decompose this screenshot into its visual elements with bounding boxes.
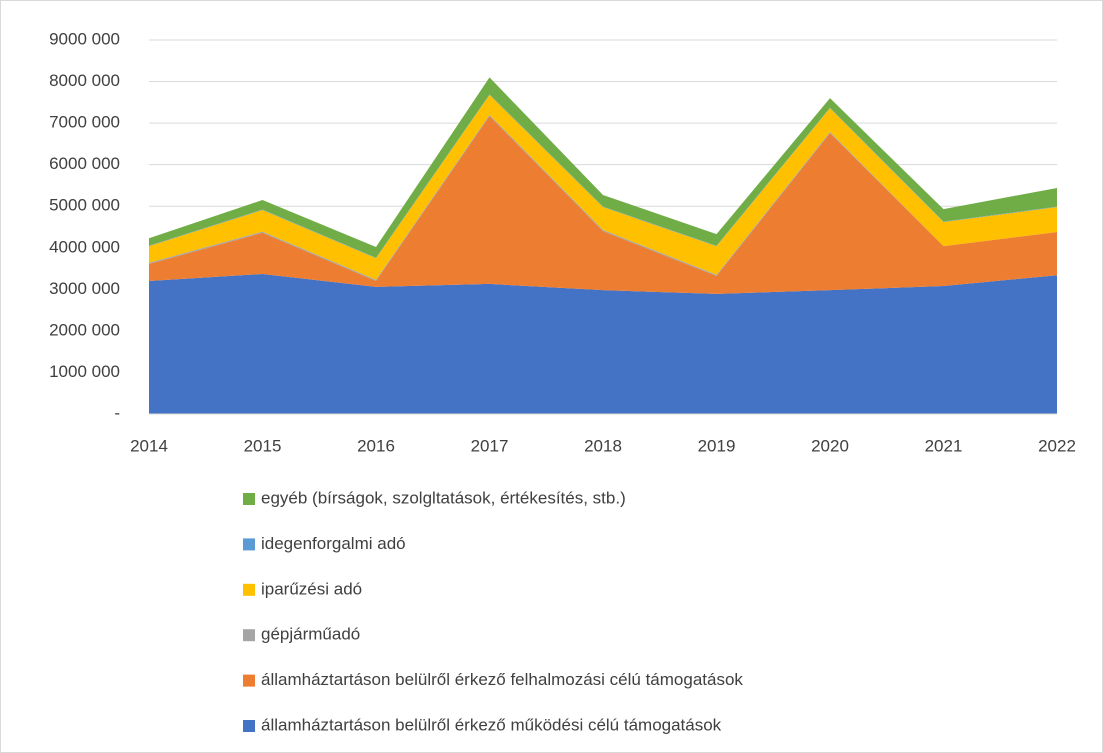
legend-swatch: [243, 629, 255, 642]
x-tick-label: 2020: [811, 436, 849, 455]
legend-swatch: [243, 674, 255, 687]
x-tick-label: 2014: [130, 436, 168, 455]
legend-swatch: [243, 538, 255, 551]
area: [149, 116, 1057, 294]
legend-swatch: [243, 493, 255, 505]
x-tick-label: 2018: [584, 436, 622, 455]
x-tick-label: 2017: [471, 436, 509, 455]
x-tick-label: 2022: [1038, 436, 1076, 455]
area: [149, 273, 1057, 414]
y-tick-label: 2000 000: [49, 320, 120, 339]
x-tick-label: 2019: [698, 436, 736, 455]
y-tick-label: 6000 000: [49, 154, 120, 173]
y-tick-label: 4000 000: [49, 237, 120, 256]
legend-label: idegenforgalmi adó: [261, 534, 406, 553]
legend-swatch: [243, 583, 255, 596]
legend-swatch: [243, 720, 255, 732]
legend-label: gépjárműadó: [261, 625, 360, 644]
y-tick-label: -: [114, 403, 120, 422]
y-tick-label: 8000 000: [49, 71, 120, 90]
y-tick-label: 1000 000: [49, 362, 120, 381]
y-tick-label: 7000 000: [49, 113, 120, 132]
y-tick-label: 5000 000: [49, 196, 120, 215]
x-tick-label: 2015: [244, 436, 282, 455]
y-tick-label: 3000 000: [49, 279, 120, 298]
legend-label: iparűzési adó: [261, 579, 362, 598]
legend-label: egyéb (bírságok, szolgltatások, értékesí…: [261, 488, 626, 507]
legend-label: államháztartáson belülről érkező működés…: [261, 715, 722, 734]
x-tick-label: 2016: [357, 436, 395, 455]
x-tick-label: 2021: [925, 436, 963, 455]
y-tick-label: 9000 000: [49, 29, 120, 48]
legend-label: államháztartáson belülről érkező felhalm…: [261, 670, 743, 689]
